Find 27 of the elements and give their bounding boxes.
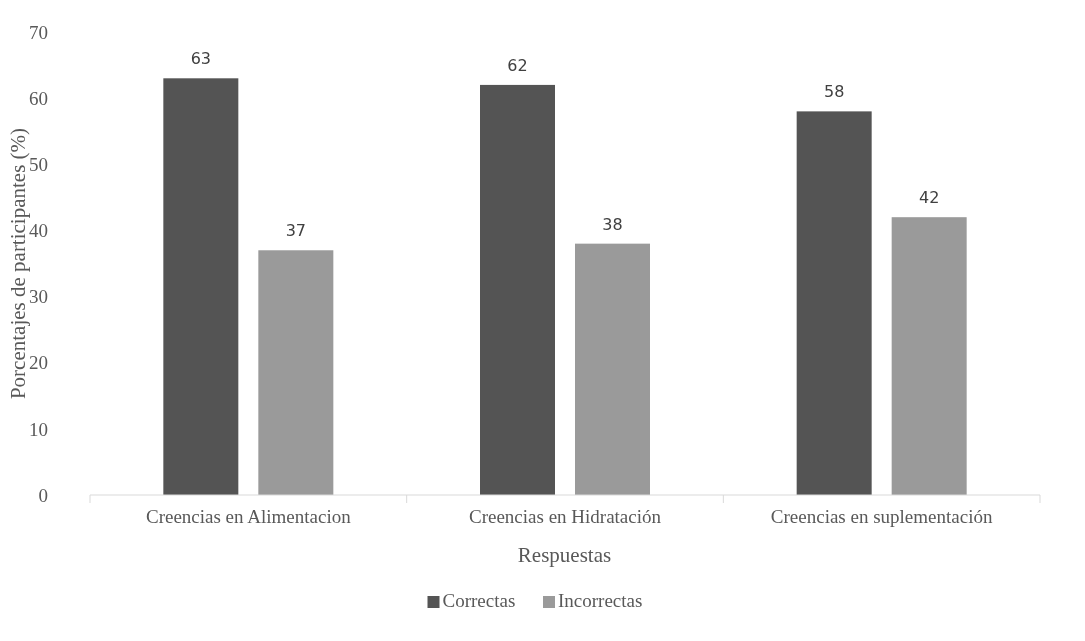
data-label: 63 [190, 49, 212, 69]
data-label: 38 [602, 214, 623, 234]
bar [575, 243, 650, 495]
data-label: 58 [823, 82, 845, 102]
y-tick-label: 10 [29, 418, 48, 440]
legend-label: Correctas [442, 590, 516, 611]
legend-label: Incorrectas [558, 590, 643, 611]
data-label: 37 [285, 221, 307, 241]
y-tick-label: 30 [29, 286, 48, 308]
bar [163, 78, 239, 495]
y-tick-label: 40 [29, 220, 48, 242]
bar [891, 217, 967, 495]
bar [258, 250, 334, 495]
y-tick-label: 20 [29, 352, 48, 374]
y-tick-label: 60 [29, 87, 48, 109]
data-label: 42 [918, 188, 940, 208]
y-tick-label: 0 [38, 484, 48, 506]
y-tick-label: 70 [29, 21, 48, 43]
x-tick-label: Creencias en Hidratación [468, 506, 662, 527]
data-label: 62 [507, 55, 528, 75]
bar [480, 84, 555, 495]
x-axis-title: Respuestas [517, 543, 612, 567]
y-axis-title: Porcentajes de participantes (%) [6, 127, 30, 400]
x-tick-label: Creencias en suplementación [770, 506, 993, 527]
bar [796, 111, 872, 495]
x-tick-label: Creencias en Alimentacion [145, 506, 352, 527]
y-tick-label: 50 [29, 153, 48, 175]
